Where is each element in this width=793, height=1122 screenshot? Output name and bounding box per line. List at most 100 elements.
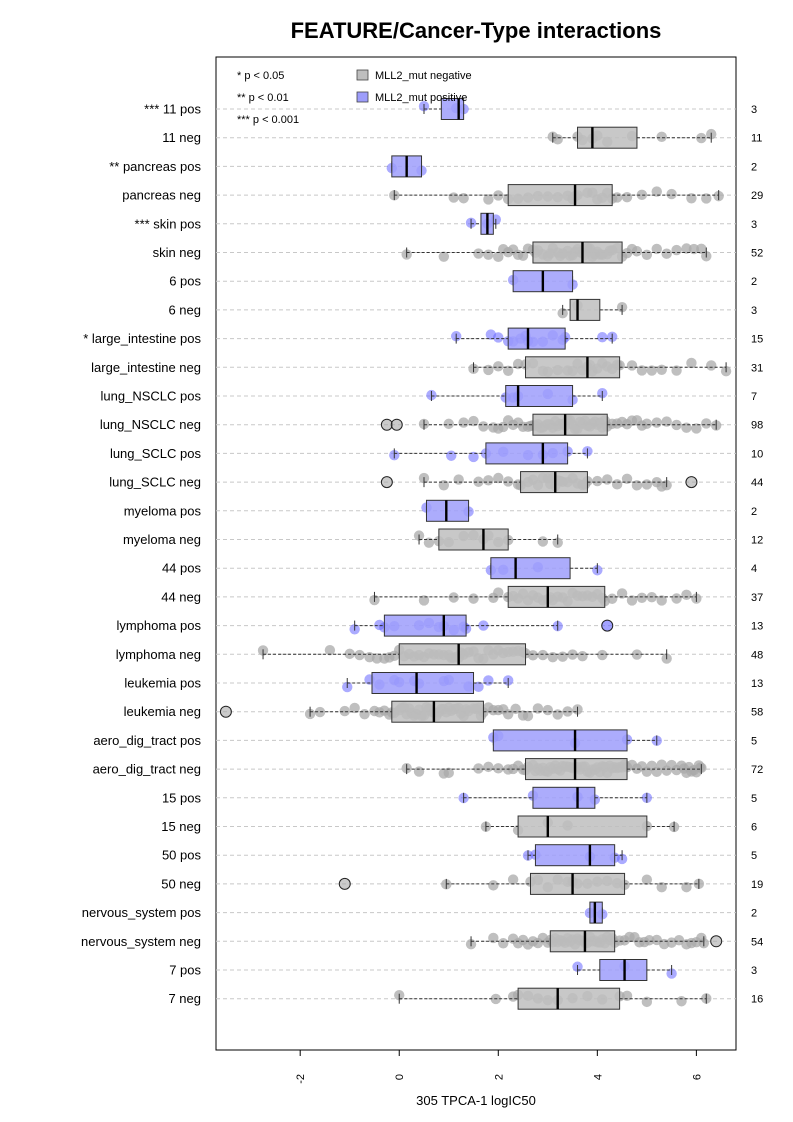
negative-point — [701, 193, 712, 204]
group-label: 11 neg — [162, 130, 201, 145]
negative-point — [661, 416, 672, 427]
negative-point — [478, 421, 489, 432]
negative-point — [473, 248, 484, 259]
group-count: 98 — [751, 420, 763, 432]
negative-point — [671, 419, 682, 431]
positive-box — [534, 844, 616, 867]
positive-box — [507, 327, 566, 350]
negative-point — [592, 475, 603, 487]
x-axis: -2 0 2 4 6 — [295, 1050, 703, 1084]
negative-point — [577, 651, 588, 662]
group-label: nervous_system pos — [82, 905, 202, 920]
group-label: 6 neg — [168, 302, 201, 317]
negative-point — [443, 418, 454, 430]
group-count: 5 — [751, 735, 757, 747]
negative-point — [438, 251, 450, 262]
negative-point — [547, 652, 558, 663]
negative-box — [549, 930, 616, 953]
group-label: lung_NSCLC pos — [101, 389, 202, 404]
negative-point — [656, 131, 667, 142]
positive-box — [485, 442, 569, 465]
sample-count-labels: 3112293522315317981044212437134813585725… — [751, 104, 763, 1006]
negative-point — [681, 881, 692, 893]
significance-legend-1: * p < 0.05 — [237, 70, 284, 82]
negative-point — [656, 881, 667, 893]
negative-point — [641, 249, 653, 260]
group-label: lung_SCLC neg — [109, 475, 201, 490]
negative-point — [542, 704, 554, 716]
negative-point — [676, 996, 687, 1007]
negative-point — [532, 703, 544, 714]
negative-point — [621, 191, 633, 203]
group-count: 11 — [751, 133, 762, 145]
group-count: 48 — [751, 649, 763, 661]
negative-point — [646, 365, 658, 376]
negative-point — [488, 932, 499, 944]
negative-point — [562, 706, 573, 717]
group-count: 10 — [751, 448, 763, 460]
negative-point — [631, 480, 643, 491]
negative-point — [666, 188, 677, 200]
group-count: 13 — [751, 621, 763, 633]
group-label: large_intestine neg — [91, 360, 201, 375]
negative-point — [483, 364, 494, 376]
negative-point — [527, 650, 539, 661]
negative-box — [532, 413, 608, 436]
negative-point — [502, 476, 514, 487]
legend-positive-label: MLL2_mut positive — [375, 92, 467, 104]
group-count: 7 — [751, 391, 757, 403]
negative-box — [438, 528, 509, 551]
negative-point — [438, 480, 450, 491]
negative-point — [606, 593, 618, 604]
negative-point — [493, 763, 504, 774]
negative-point — [493, 587, 504, 598]
negative-point — [611, 479, 623, 490]
negative-box — [517, 987, 621, 1010]
negative-point — [423, 537, 435, 548]
negative-point — [552, 134, 563, 145]
negative-point — [359, 708, 370, 720]
negative-point — [611, 192, 623, 203]
outlier-point — [338, 877, 351, 890]
outlier-point — [219, 705, 232, 718]
negative-point — [473, 763, 484, 774]
legend: MLL2_mut negative MLL2_mut positive — [356, 69, 472, 104]
positive-point — [473, 681, 484, 693]
negative-point — [537, 536, 549, 547]
group-label: 50 neg — [161, 876, 201, 891]
significance-legend-3: *** p < 0.001 — [237, 114, 299, 126]
positive-box — [599, 959, 648, 981]
negative-point — [354, 649, 365, 661]
negative-point — [621, 990, 633, 1002]
negative-point — [339, 705, 350, 717]
negative-point — [493, 361, 504, 372]
positive-point — [493, 332, 504, 343]
outlier-point — [390, 418, 403, 431]
x-axis-label: 305 TPCA-1 logIC50 — [416, 1093, 536, 1108]
negative-point — [498, 938, 509, 949]
negative-point — [636, 592, 648, 603]
grid-lines — [216, 108, 736, 1000]
group-count: 2 — [751, 161, 757, 173]
positive-box — [383, 614, 467, 637]
x-tick-label: 2 — [493, 1074, 505, 1080]
negative-point — [616, 588, 628, 599]
negative-point — [458, 417, 469, 428]
group-label: 44 pos — [162, 561, 202, 576]
positive-point — [597, 331, 608, 343]
group-count: 2 — [751, 276, 757, 288]
positive-box — [492, 729, 628, 752]
group-count: 31 — [751, 362, 763, 374]
negative-box — [525, 356, 621, 379]
negative-point — [552, 709, 563, 720]
outlier-point — [685, 476, 698, 489]
group-label: 15 pos — [162, 790, 202, 805]
x-tick-label: 6 — [691, 1074, 703, 1080]
negative-point — [324, 644, 336, 656]
negative-point — [458, 193, 469, 204]
negative-box — [569, 298, 601, 321]
group-label: aero_dig_tract neg — [93, 762, 201, 777]
group-count: 5 — [751, 850, 757, 862]
negative-point — [483, 249, 494, 260]
negative-point — [493, 472, 504, 484]
